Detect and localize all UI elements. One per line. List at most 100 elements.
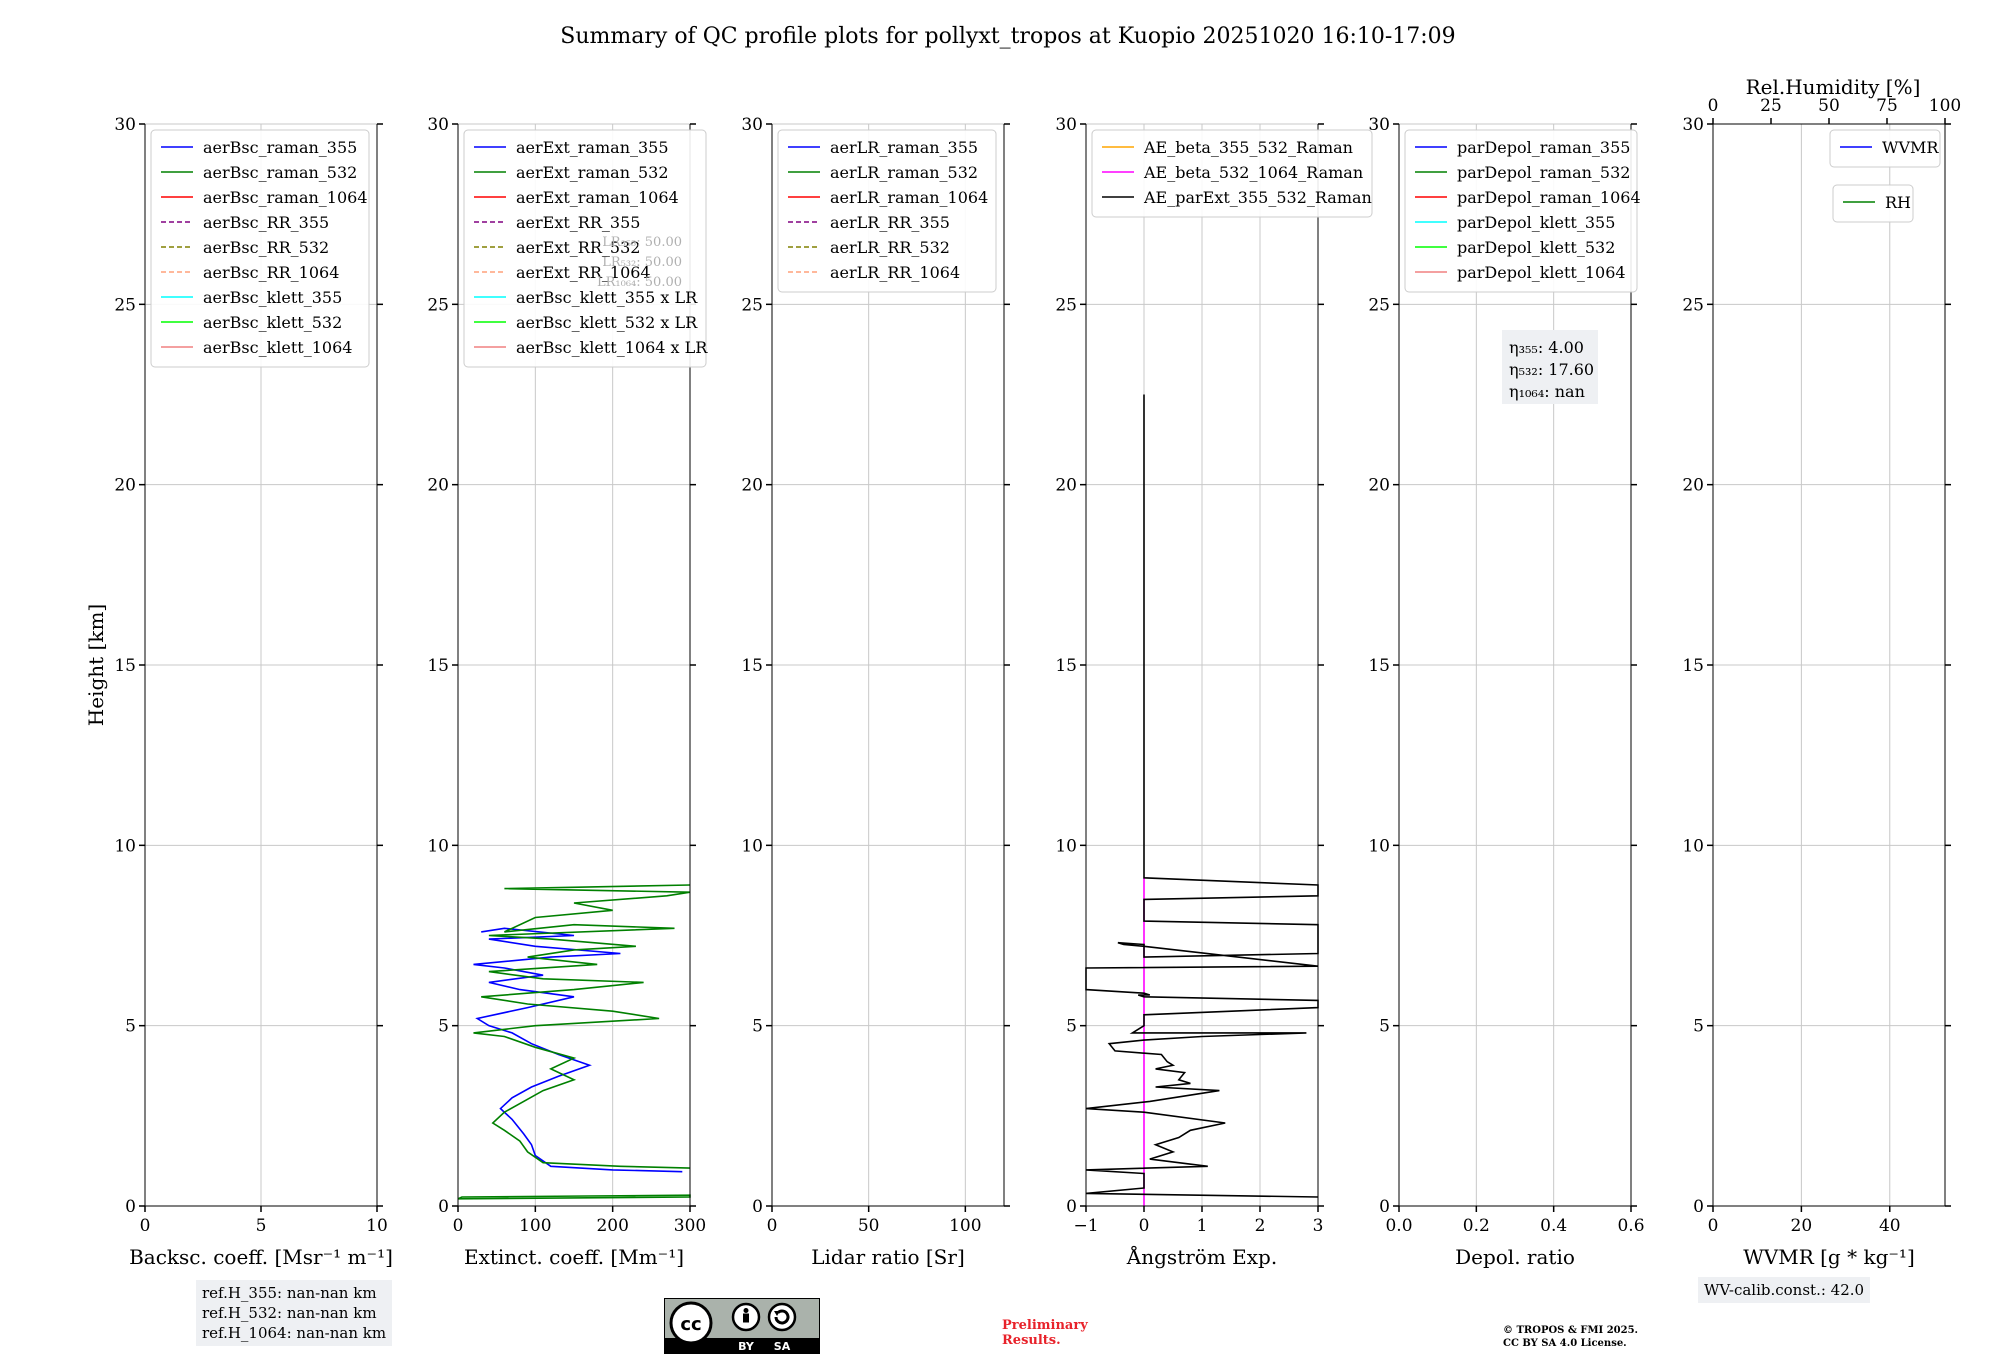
x-tick-label: 0.0 [1385, 1216, 1412, 1236]
legend-label: aerExt_raman_532 [516, 163, 669, 182]
legend-label: aerBsc_raman_1064 [203, 188, 368, 207]
y-tick-label: 5 [1379, 1017, 1390, 1037]
x-tick-label: 0 [1139, 1216, 1150, 1236]
x-axis-label: Extinct. coeff. [Mm⁻¹] [464, 1245, 684, 1269]
y-tick-label: 20 [1368, 476, 1390, 496]
legend-label: aerBsc_klett_1064 [203, 338, 352, 357]
legend-label: aerLR_RR_355 [830, 213, 950, 232]
legend-label: aerBsc_RR_532 [203, 238, 329, 257]
legend-label: aerLR_raman_1064 [830, 188, 988, 207]
x-tick-label: 0 [1708, 1216, 1719, 1236]
eta-value: η₁₀₆₄: nan [1509, 382, 1585, 401]
legend-label: aerExt_RR_1064 [516, 263, 651, 282]
y-tick-label: 15 [1682, 656, 1704, 676]
wv-calib-const: WV-calib.const.: 42.0 [1704, 1281, 1865, 1299]
legend-label: aerExt_RR_355 [516, 213, 640, 232]
y-tick-label: 30 [1682, 115, 1704, 135]
y-tick-label: 0 [438, 1197, 449, 1217]
x-tick-label: 5 [256, 1216, 267, 1236]
y-tick-label: 0 [125, 1197, 136, 1217]
x-tick-label: 100 [519, 1216, 551, 1236]
y-tick-label: 20 [114, 476, 136, 496]
legend-box [1091, 129, 1373, 218]
refh-1064: ref.H_1064: nan-nan km [202, 1324, 387, 1342]
lidar-ratio-text: LR₃₅₅: 50.00 [602, 235, 682, 250]
top-x-tick-label: 0 [1708, 96, 1719, 116]
legend-label: aerExt_RR_532 [516, 238, 640, 257]
x-axis-label: Lidar ratio [Sr] [811, 1245, 965, 1269]
y-tick-label: 15 [114, 656, 136, 676]
y-tick-label: 15 [1368, 656, 1390, 676]
y-tick-label: 30 [741, 115, 763, 135]
sa-text: SA [774, 1340, 791, 1353]
y-tick-label: 15 [1055, 656, 1077, 676]
refh-355: ref.H_355: nan-nan km [202, 1284, 377, 1302]
x-axis-label: Backsc. coeff. [Msr⁻¹ m⁻¹] [129, 1245, 393, 1269]
legend-label: parDepol_raman_532 [1457, 163, 1630, 182]
legend-label: aerBsc_klett_532 [203, 313, 342, 332]
preliminary-results-note: Preliminary Results. [1002, 1318, 1088, 1348]
legend-label: AE_parExt_355_532_Raman [1143, 188, 1372, 207]
y-tick-label: 10 [427, 836, 449, 856]
x-tick-label: 0.4 [1540, 1216, 1567, 1236]
legend-label: aerLR_raman_532 [830, 163, 978, 182]
eta-value: η₃₅₅: 4.00 [1509, 338, 1584, 357]
legend-label: parDepol_klett_532 [1457, 238, 1615, 257]
x-tick-label: −1 [1073, 1216, 1098, 1236]
y-tick-label: 30 [1368, 115, 1390, 135]
legend-label: parDepol_raman_1064 [1457, 188, 1641, 207]
y-tick-label: 25 [1055, 295, 1077, 315]
x-tick-label: 20 [1791, 1216, 1813, 1236]
legend-box [1404, 129, 1638, 293]
prelim-line1: Preliminary [1002, 1318, 1088, 1333]
y-tick-label: 10 [1682, 836, 1704, 856]
legend-rh-box [1832, 184, 1914, 223]
legend-label: aerBsc_klett_355 x LR [516, 288, 698, 307]
y-tick-label: 20 [1055, 476, 1077, 496]
legend-label: parDepol_raman_355 [1457, 138, 1630, 157]
y-tick-label: 5 [752, 1017, 763, 1037]
x-axis-label: Depol. ratio [1455, 1245, 1575, 1269]
legend-label: aerBsc_raman_532 [203, 163, 357, 182]
y-tick-label: 5 [1066, 1017, 1077, 1037]
x-axis-label: Ångström Exp. [1126, 1244, 1277, 1269]
y-tick-label: 10 [1368, 836, 1390, 856]
y-tick-label: 0 [1066, 1197, 1077, 1217]
y-tick-label: 0 [1379, 1197, 1390, 1217]
x-tick-label: 300 [674, 1216, 706, 1236]
y-tick-label: 30 [114, 115, 136, 135]
y-tick-label: 25 [114, 295, 136, 315]
legend-box [150, 129, 370, 368]
y-axis-label: Height [km] [84, 604, 108, 726]
legend-label: parDepol_klett_1064 [1457, 263, 1626, 282]
copyright-note: © TROPOS & FMI 2025. CC BY SA 4.0 Licens… [1503, 1324, 1638, 1350]
top-axis-label: Rel.Humidity [%] [1746, 75, 1921, 99]
legend-label: aerLR_RR_1064 [830, 263, 960, 282]
top-x-tick-label: 25 [1760, 96, 1782, 116]
legend-label: aerLR_RR_532 [830, 238, 950, 257]
legend-label: parDepol_klett_355 [1457, 213, 1615, 232]
refh-532: ref.H_532: nan-nan km [202, 1304, 377, 1322]
legend-box [777, 129, 997, 293]
y-tick-label: 0 [752, 1197, 763, 1217]
legend-label: aerBsc_klett_1064 x LR [516, 338, 708, 357]
legend-label: aerBsc_klett_532 x LR [516, 313, 698, 332]
series-line-aerExt_raman_532b [473, 884, 691, 1169]
legend-label: aerBsc_klett_355 [203, 288, 342, 307]
legend-label: aerLR_raman_355 [830, 138, 978, 157]
cc-text: cc [680, 1314, 701, 1335]
y-tick-label: 20 [1682, 476, 1704, 496]
top-x-tick-label: 75 [1876, 96, 1898, 116]
x-tick-label: 0 [767, 1216, 778, 1236]
x-tick-label: 10 [366, 1216, 388, 1236]
y-tick-label: 25 [1368, 295, 1390, 315]
x-tick-label: 40 [1879, 1216, 1901, 1236]
legend-wvmr-label: WVMR [1882, 138, 1939, 157]
legend-box [463, 129, 707, 368]
eta-box [1502, 330, 1598, 404]
y-tick-label: 0 [1693, 1197, 1704, 1217]
top-x-tick-label: 50 [1818, 96, 1840, 116]
y-tick-label: 15 [427, 656, 449, 676]
